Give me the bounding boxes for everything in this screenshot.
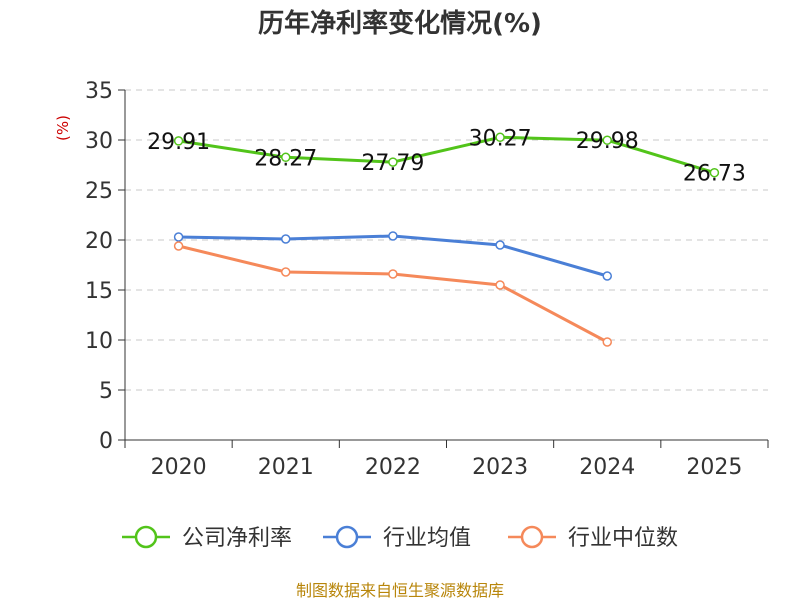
source-note: 制图数据来自恒生聚源数据库 <box>296 581 504 600</box>
data-label: 29.98 <box>576 129 639 154</box>
data-point <box>388 269 398 279</box>
y-axis-label: (%) <box>54 115 72 141</box>
y-tick-label: 35 <box>85 79 113 104</box>
x-tick-label: 2023 <box>472 455 528 480</box>
chart-title: 历年净利率变化情况(%) <box>258 8 542 39</box>
x-tick-label: 2022 <box>365 455 421 480</box>
x-tick-label: 2025 <box>686 455 742 480</box>
data-point <box>388 231 398 241</box>
data-point <box>495 280 505 290</box>
y-tick-label: 10 <box>85 329 113 354</box>
x-tick-label: 2021 <box>258 455 314 480</box>
legend-label-1: 行业均值 <box>383 526 471 551</box>
data-point <box>173 136 184 146</box>
series-line-2 <box>178 244 608 344</box>
data-point <box>281 234 291 244</box>
data-point <box>602 337 612 347</box>
data-point <box>495 132 505 143</box>
legend-label-0: 公司净利率 <box>182 526 292 551</box>
data-point <box>602 135 612 145</box>
data-point <box>173 232 184 242</box>
series-line-0 <box>178 135 715 175</box>
y-tick-label: 25 <box>85 179 113 204</box>
y-tick-label: 5 <box>99 379 113 404</box>
data-label: 27.79 <box>361 151 424 176</box>
y-tick-label: 15 <box>85 279 113 304</box>
legend-marker-1 <box>335 525 359 549</box>
y-tick-label: 30 <box>85 129 113 154</box>
data-label: 28.27 <box>254 146 317 171</box>
x-tick-label: 2024 <box>579 455 635 480</box>
y-tick-label: 20 <box>85 229 113 254</box>
legend-marker-2 <box>520 525 544 549</box>
data-point <box>281 267 291 277</box>
data-point <box>173 241 184 251</box>
legend-marker-0 <box>134 525 158 549</box>
data-label: 29.91 <box>147 130 210 155</box>
legend-label-2: 行业中位数 <box>568 526 678 551</box>
data-point <box>709 167 720 178</box>
data-label: 26.73 <box>683 162 746 187</box>
x-tick-label: 2020 <box>151 455 207 480</box>
data-point <box>281 152 291 163</box>
data-label: 30.27 <box>469 126 532 151</box>
data-point <box>388 157 398 167</box>
data-point <box>495 240 505 250</box>
y-tick-label: 0 <box>99 429 113 454</box>
legend: 公司净利率 行业均值 行业中位数 <box>122 525 678 551</box>
data-point <box>602 271 612 281</box>
